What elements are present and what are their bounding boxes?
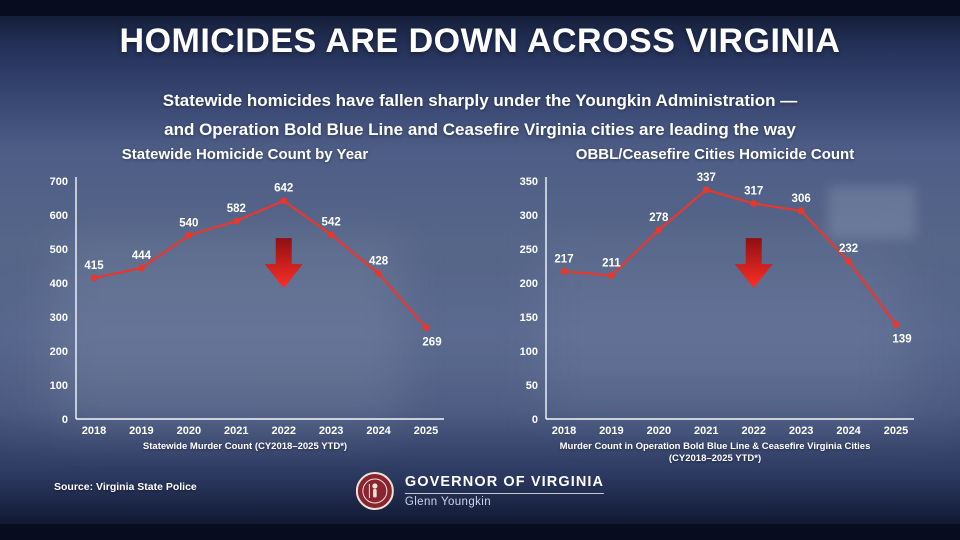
data-point (375, 270, 382, 277)
value-label: 232 (839, 243, 858, 255)
value-label: 542 (322, 217, 341, 229)
obbl-line-chart-svg: 0 50 100 150 200 250 300 350 2018 2019 2020 2021 202… (520, 172, 914, 437)
value-label: 306 (792, 193, 811, 205)
x-tick-label: 2021 (694, 425, 718, 437)
data-point (185, 232, 193, 239)
y-tick-label: 100 (520, 346, 538, 358)
x-tick-label: 2020 (647, 425, 671, 437)
governor-name: Glenn Youngkin (404, 496, 492, 508)
data-point (845, 257, 852, 265)
charts-row: Statewide Homicide Count by Year 0 100 200… (30, 146, 930, 465)
x-tick-label: 2025 (414, 425, 438, 437)
data-point (232, 217, 240, 225)
data-point (892, 321, 900, 328)
governor-footer: GOVERNOR OF VIRGINIA Glenn Youngkin (355, 472, 605, 510)
virginia-seal-icon (355, 472, 394, 510)
value-label: 415 (84, 260, 104, 272)
y-tick-label: 400 (50, 278, 68, 290)
value-label: 540 (179, 217, 198, 229)
data-point (280, 197, 288, 205)
top-letterbox-bar (0, 0, 960, 16)
value-label: 444 (132, 250, 152, 262)
value-label: 428 (369, 255, 389, 267)
series-line (563, 188, 897, 326)
data-point (702, 186, 710, 194)
x-tick-label: 2025 (884, 425, 908, 437)
footer-divider (404, 493, 605, 494)
series-line (93, 199, 427, 329)
y-tick-label: 700 (50, 176, 68, 188)
x-tick-label: 2018 (552, 425, 576, 437)
source-attribution: Source: Virginia State Police (54, 481, 197, 493)
value-label: 211 (602, 258, 621, 270)
x-tick-label: 2023 (319, 425, 343, 437)
data-point (90, 274, 98, 282)
x-tick-label: 2019 (129, 425, 153, 437)
y-tick-label: 350 (520, 176, 538, 188)
governor-footer-text: GOVERNOR OF VIRGINIA Glenn Youngkin (404, 474, 605, 508)
caption-line: Murder Count in Operation Bold Blue Line… (559, 441, 871, 452)
down-arrow-icon (264, 238, 303, 289)
caption-line: (CY2018–2025 YTD*) (668, 453, 762, 464)
value-label: 139 (892, 333, 911, 345)
value-label: 217 (554, 253, 573, 265)
chart-statewide: Statewide Homicide Count by Year 0 100 200… (30, 146, 460, 465)
subtitle-line-2: and Operation Bold Blue Line and Ceasefi… (164, 120, 796, 139)
x-tick-label: 2023 (789, 425, 813, 437)
value-label: 278 (649, 212, 669, 224)
data-point (655, 226, 663, 234)
data-point (560, 268, 568, 275)
data-point (327, 231, 335, 239)
y-tick-label: 300 (50, 312, 68, 324)
y-tick-label: 600 (50, 210, 68, 222)
chart-title-statewide: Statewide Homicide Count by Year (121, 146, 369, 163)
x-tick-label: 2022 (271, 425, 295, 437)
x-tick-label: 2024 (836, 425, 861, 437)
chart-caption-statewide: Statewide Murder Count (CY2018–2025 YTD*… (30, 441, 460, 453)
value-label: 317 (744, 185, 763, 197)
y-tick-label: 150 (520, 312, 538, 324)
x-tick-label: 2020 (177, 425, 201, 437)
y-tick-label: 100 (50, 380, 68, 392)
caption-line: Statewide Murder Count (CY2018–2025 YTD*… (142, 441, 348, 452)
page-title: HOMICIDES ARE DOWN ACROSS VIRGINIA (119, 22, 841, 60)
data-point (608, 272, 615, 279)
subtitle: Statewide homicides have fallen sharply … (0, 86, 960, 144)
y-tick-label: 0 (532, 414, 538, 426)
x-tick-label: 2019 (599, 425, 623, 437)
data-point (797, 207, 805, 215)
down-arrow-icon (734, 238, 773, 289)
virginia-seal-icon (355, 472, 394, 510)
y-tick-label: 500 (50, 244, 68, 256)
subtitle-line-1: Statewide homicides have fallen sharply … (162, 91, 798, 110)
data-point (422, 324, 430, 331)
value-label: 337 (697, 172, 716, 184)
value-label: 269 (422, 337, 441, 349)
y-tick-label: 50 (526, 380, 538, 392)
x-tick-label: 2024 (366, 425, 391, 437)
x-tick-label: 2022 (741, 425, 765, 437)
value-label: 642 (274, 183, 293, 195)
bottom-letterbox-bar (0, 524, 960, 540)
x-tick-label: 2021 (224, 425, 248, 437)
y-tick-label: 300 (520, 210, 538, 222)
y-tick-label: 250 (520, 244, 538, 256)
data-point (138, 264, 145, 272)
chart-obbl-cities: OBBL/Ceasefire Cities Homicide Count 0 50… (500, 146, 930, 465)
chart-title-obbl: OBBL/Ceasefire Cities Homicide Count (575, 146, 855, 163)
data-point (750, 200, 758, 207)
chart-caption-obbl: Murder Count in Operation Bold Blue Line… (500, 441, 930, 465)
y-tick-label: 200 (520, 278, 538, 290)
value-label: 582 (227, 203, 246, 215)
x-tick-label: 2018 (82, 425, 106, 437)
statewide-line-chart-svg: 0 100 200 300 400 500 600 700 2018 2019 2020 2021 20… (50, 176, 444, 437)
y-tick-label: 0 (62, 414, 68, 426)
y-tick-label: 200 (50, 346, 68, 358)
governor-office-label: GOVERNOR OF VIRGINIA (404, 474, 605, 490)
